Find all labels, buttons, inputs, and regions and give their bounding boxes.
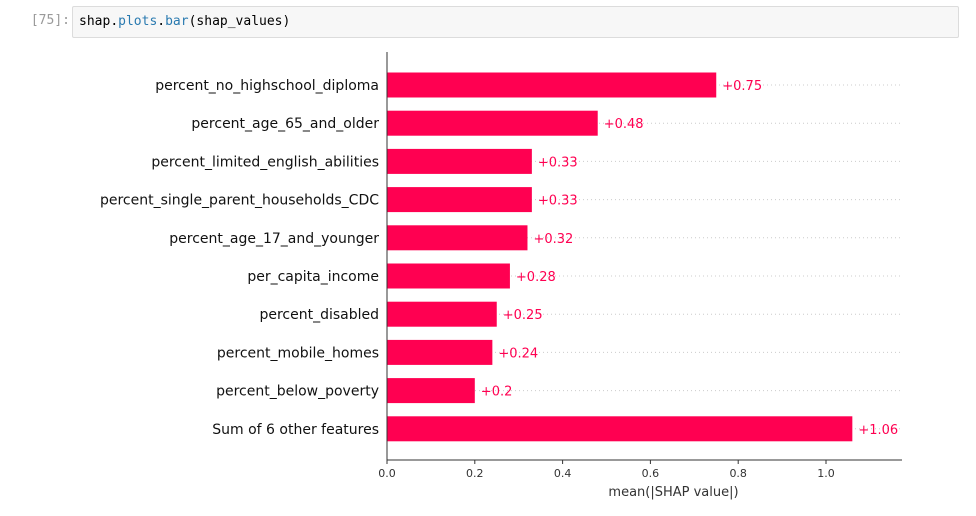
bar-layer	[387, 72, 853, 442]
tick-layer: 0.0 0.2 0.4 0.6 0.8 1.0	[378, 460, 835, 480]
code-cell-input[interactable]: shap.plots.bar(shap_values)	[72, 6, 959, 38]
bar	[387, 339, 493, 365]
value-label: +0.28	[516, 270, 556, 285]
code-token-function: bar	[165, 14, 189, 29]
value-label: +1.06	[858, 423, 898, 438]
bar	[387, 225, 528, 251]
category-label: percent_limited_english_abilities	[151, 154, 379, 170]
bar	[387, 148, 532, 174]
code-token-dot: .	[157, 14, 166, 29]
bar	[387, 416, 853, 442]
code-token-dot: .	[110, 14, 119, 29]
shap-bar-chart: percent_no_highschool_diploma +0.75 percen…	[100, 52, 902, 500]
code-token-module: plots	[118, 14, 158, 29]
category-label: Sum of 6 other features	[212, 422, 379, 438]
category-label: percent_single_parent_households_CDC	[100, 193, 379, 209]
value-label: +0.32	[533, 232, 573, 247]
category-label: percent_disabled	[259, 307, 379, 323]
bar	[387, 263, 510, 289]
bar	[387, 301, 497, 327]
cell-prompt: [75]:	[30, 13, 70, 28]
value-label: +0.25	[503, 308, 543, 323]
x-tick-label: 0.2	[466, 467, 484, 480]
code-token-args: (shap_values)	[188, 14, 291, 29]
category-label: percent_no_highschool_diploma	[155, 78, 379, 94]
bar	[387, 72, 717, 98]
bar	[387, 110, 598, 136]
value-label: +0.33	[538, 194, 578, 209]
value-label: +0.2	[481, 385, 513, 400]
value-label: +0.33	[538, 155, 578, 170]
cell-output: percent_no_highschool_diploma +0.75 percen…	[0, 40, 976, 512]
bar	[387, 378, 475, 404]
x-tick-label: 0.0	[378, 467, 396, 480]
bar	[387, 187, 532, 213]
x-tick-label: 0.6	[642, 467, 660, 480]
category-label: percent_below_poverty	[216, 384, 379, 400]
x-tick-label: 1.0	[817, 467, 835, 480]
value-label: +0.48	[604, 117, 644, 132]
axis-layer	[386, 52, 902, 461]
value-label: +0.24	[498, 346, 538, 361]
x-axis-title: mean(|SHAP value|)	[608, 485, 738, 500]
label-layer: percent_no_highschool_diploma +0.75 percen…	[100, 78, 898, 438]
code-token-object: shap	[79, 14, 111, 29]
category-label: per_capita_income	[247, 269, 379, 285]
category-label: percent_age_17_and_younger	[169, 231, 379, 247]
category-label: percent_mobile_homes	[217, 345, 379, 361]
grid-layer	[387, 84, 900, 430]
category-label: percent_age_65_and_older	[191, 116, 379, 132]
x-tick-label: 0.4	[554, 467, 572, 480]
value-label: +0.75	[722, 79, 762, 94]
x-tick-label: 0.8	[729, 467, 747, 480]
